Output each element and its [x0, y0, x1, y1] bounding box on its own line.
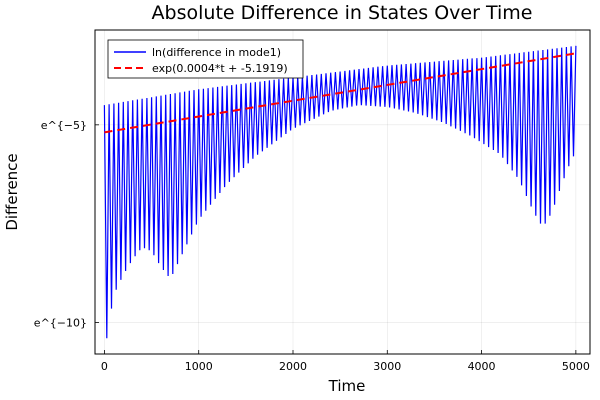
legend: ln(difference in mode1) exp(0.0004*t + -… [107, 39, 304, 79]
y-ticks: e^{−10} e^{−5} [34, 119, 99, 329]
legend-label-blue: ln(difference in mode1) [152, 46, 281, 59]
x-tick-label: 1000 [185, 360, 213, 373]
legend-box [107, 39, 304, 79]
series-blue [103, 45, 577, 339]
plot-frame [94, 29, 591, 355]
legend-label-red: exp(0.0004*t + -5.1919) [152, 62, 288, 75]
x-tick-label: 5000 [562, 360, 590, 373]
chart-title: Absolute Difference in States Over Time [152, 2, 533, 24]
y-tick-label: e^{−10} [34, 316, 87, 329]
x-axis-label: Time [328, 377, 366, 395]
x-tick-label: 2000 [279, 360, 307, 373]
x-ticks: 0 1000 2000 3000 4000 5000 [101, 350, 590, 373]
y-axis-label: Difference [3, 153, 21, 230]
series-red [104, 52, 577, 134]
x-tick-label: 0 [101, 360, 108, 373]
x-tick-label: 4000 [468, 360, 496, 373]
series-line-mode1 [103, 45, 577, 339]
x-tick-label: 3000 [373, 360, 401, 373]
y-tick-label: e^{−5} [41, 119, 87, 132]
series-line-fit [104, 52, 577, 134]
